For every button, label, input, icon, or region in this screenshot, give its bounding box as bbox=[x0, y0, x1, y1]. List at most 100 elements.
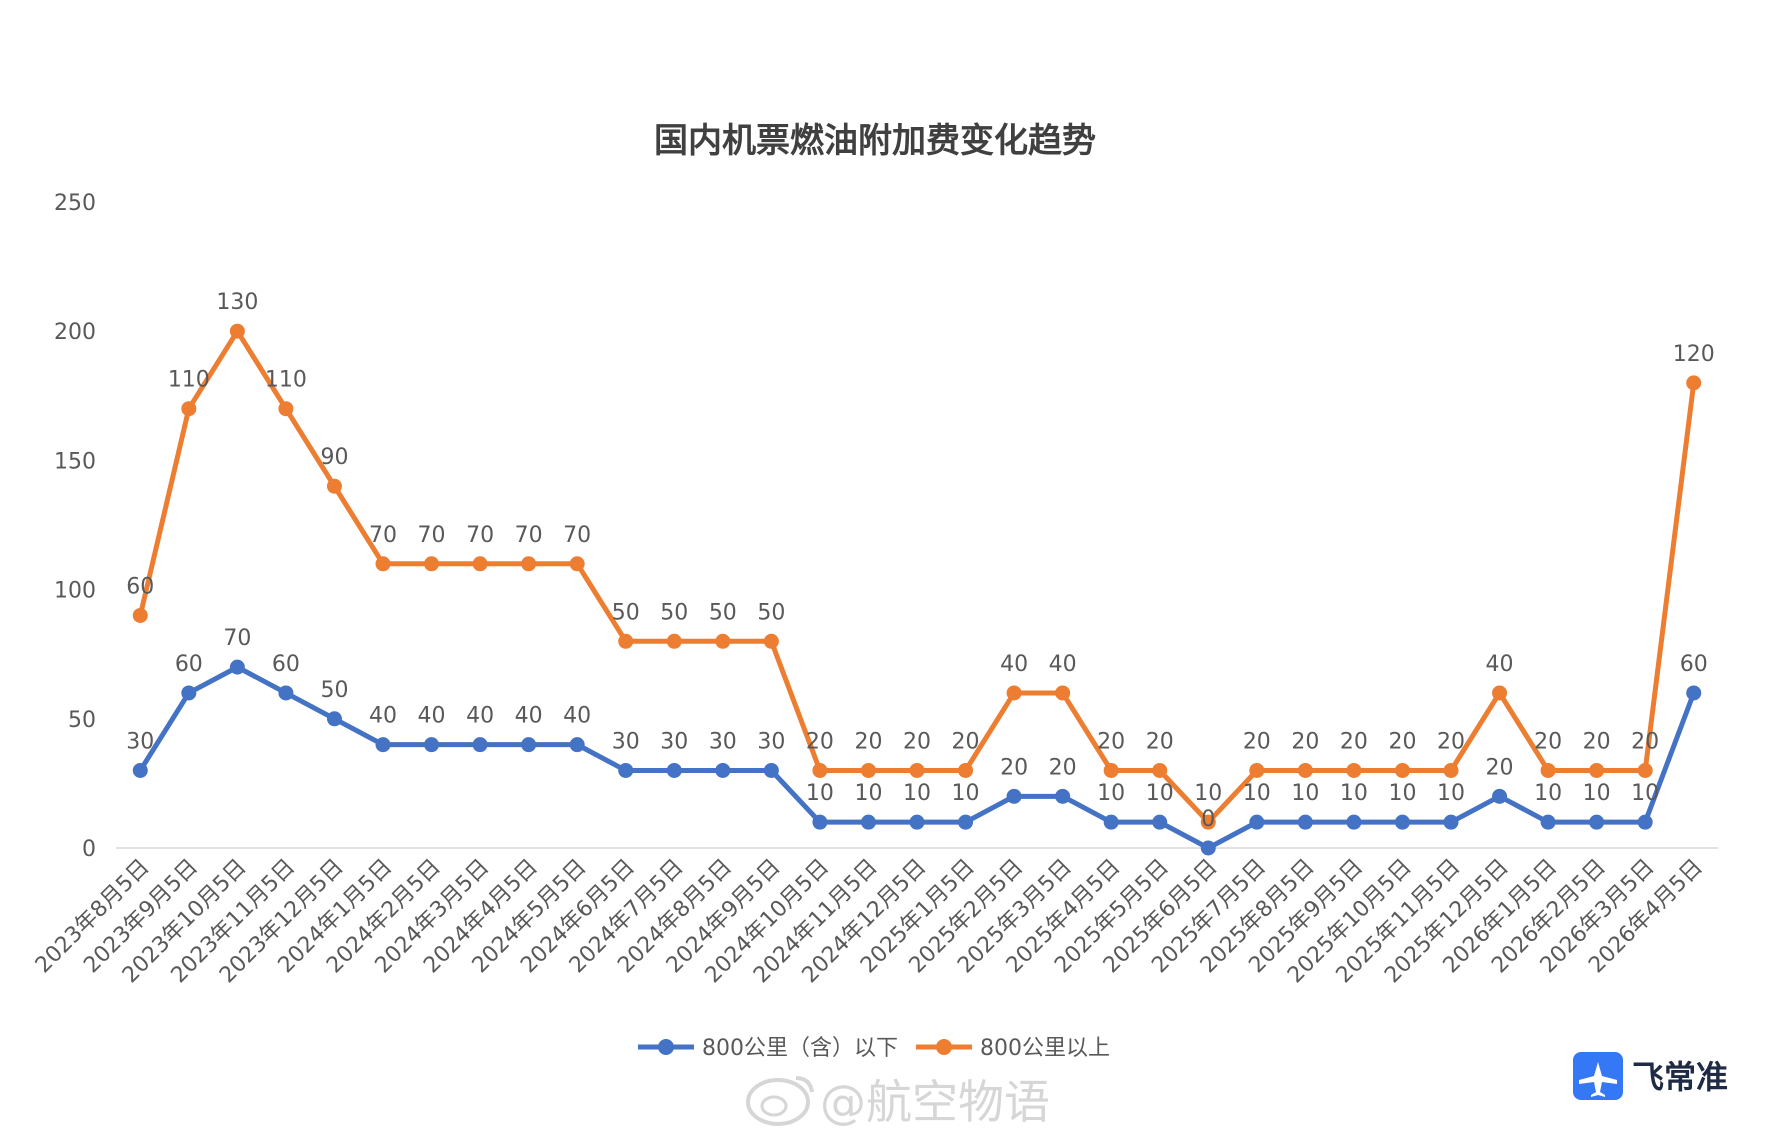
legend: 800公里（含）以下 800公里以上 bbox=[638, 1036, 1110, 1061]
data-point-below-800km bbox=[1492, 788, 1508, 804]
data-point-below-800km bbox=[229, 659, 245, 675]
data-label-below-800km: 40 bbox=[369, 704, 397, 729]
data-label-above-800km: 70 bbox=[369, 523, 397, 548]
data-label-above-800km: 10 bbox=[1194, 781, 1222, 806]
y-tick-label: 150 bbox=[54, 449, 96, 474]
data-point-above-800km bbox=[763, 633, 779, 649]
data-point-above-800km bbox=[812, 762, 828, 778]
data-point-above-800km bbox=[1443, 762, 1459, 778]
data-label-below-800km: 40 bbox=[466, 704, 494, 729]
data-label-below-800km: 10 bbox=[1388, 781, 1416, 806]
data-labels-layer: 30 60 70 60 50 40 40 40 40 40 30 30 30 30 10 10 10 10 20 20… bbox=[126, 290, 1714, 832]
data-label-above-800km: 20 bbox=[1146, 729, 1174, 754]
series-layer bbox=[132, 323, 1702, 856]
legend-label: 800公里以上 bbox=[980, 1036, 1110, 1061]
y-tick-label: 200 bbox=[54, 320, 96, 345]
data-point-below-800km bbox=[424, 737, 440, 753]
data-label-below-800km: 10 bbox=[1097, 781, 1125, 806]
data-label-below-800km: 10 bbox=[1146, 781, 1174, 806]
data-point-above-800km bbox=[229, 323, 245, 339]
data-point-below-800km bbox=[1152, 814, 1168, 830]
data-point-below-800km bbox=[1103, 814, 1119, 830]
y-tick-label: 250 bbox=[54, 191, 96, 216]
data-point-above-800km bbox=[472, 556, 488, 572]
watermark: @航空物语 bbox=[746, 1075, 1050, 1129]
data-point-below-800km bbox=[375, 737, 391, 753]
data-point-above-800km bbox=[181, 401, 197, 417]
data-label-below-800km: 20 bbox=[1000, 755, 1028, 780]
data-point-above-800km bbox=[1637, 762, 1653, 778]
data-label-above-800km: 90 bbox=[320, 445, 348, 470]
data-point-above-800km bbox=[278, 401, 294, 417]
data-point-above-800km bbox=[618, 633, 634, 649]
data-label-above-800km: 20 bbox=[806, 729, 834, 754]
data-point-above-800km bbox=[666, 633, 682, 649]
brand-name: 飞常准 bbox=[1632, 1058, 1728, 1096]
data-label-below-800km: 30 bbox=[709, 729, 737, 754]
weibo-icon bbox=[746, 1076, 814, 1126]
data-label-below-800km: 60 bbox=[272, 652, 300, 677]
data-label-below-800km: 10 bbox=[1340, 781, 1368, 806]
legend-swatch-marker bbox=[658, 1039, 674, 1055]
data-point-below-800km bbox=[715, 762, 731, 778]
data-point-above-800km bbox=[860, 762, 876, 778]
data-label-above-800km: 20 bbox=[952, 729, 980, 754]
data-point-above-800km bbox=[1492, 685, 1508, 701]
data-point-below-800km bbox=[860, 814, 876, 830]
data-label-above-800km: 20 bbox=[903, 729, 931, 754]
watermark-text: @航空物语 bbox=[820, 1075, 1050, 1129]
data-label-above-800km: 20 bbox=[1340, 729, 1368, 754]
data-label-above-800km: 120 bbox=[1673, 342, 1715, 367]
data-point-above-800km bbox=[1394, 762, 1410, 778]
data-point-below-800km bbox=[181, 685, 197, 701]
data-point-below-800km bbox=[1394, 814, 1410, 830]
data-label-below-800km: 10 bbox=[854, 781, 882, 806]
data-label-above-800km: 20 bbox=[1097, 729, 1125, 754]
data-label-above-800km: 20 bbox=[1583, 729, 1611, 754]
legend-label: 800公里（含）以下 bbox=[702, 1036, 898, 1061]
data-label-above-800km: 70 bbox=[515, 523, 543, 548]
data-point-below-800km bbox=[618, 762, 634, 778]
data-point-above-800km bbox=[1589, 762, 1605, 778]
data-point-above-800km bbox=[1346, 762, 1362, 778]
data-point-above-800km bbox=[715, 633, 731, 649]
legend-item-above-800km: 800公里以上 bbox=[916, 1036, 1110, 1061]
data-point-above-800km bbox=[1200, 814, 1216, 830]
data-point-below-800km bbox=[763, 762, 779, 778]
data-label-above-800km: 20 bbox=[1243, 729, 1271, 754]
data-point-above-800km bbox=[1540, 762, 1556, 778]
data-label-below-800km: 10 bbox=[1291, 781, 1319, 806]
data-point-above-800km bbox=[326, 478, 342, 494]
data-label-below-800km: 20 bbox=[1486, 755, 1514, 780]
data-label-below-800km: 20 bbox=[1049, 755, 1077, 780]
data-label-above-800km: 40 bbox=[1000, 652, 1028, 677]
data-point-below-800km bbox=[666, 762, 682, 778]
data-label-above-800km: 70 bbox=[418, 523, 446, 548]
legend-swatch-marker bbox=[936, 1039, 952, 1055]
airplane-logo-icon bbox=[1573, 1052, 1623, 1100]
data-point-below-800km bbox=[132, 762, 148, 778]
data-label-above-800km: 20 bbox=[854, 729, 882, 754]
data-label-above-800km: 70 bbox=[466, 523, 494, 548]
data-label-below-800km: 30 bbox=[660, 729, 688, 754]
data-point-below-800km bbox=[812, 814, 828, 830]
data-point-below-800km bbox=[1297, 814, 1313, 830]
data-point-above-800km bbox=[132, 607, 148, 623]
y-tick-label: 50 bbox=[68, 708, 96, 733]
data-point-below-800km bbox=[958, 814, 974, 830]
data-point-below-800km bbox=[1443, 814, 1459, 830]
x-axis: 2023年8月5日2023年9月5日2023年10月5日2023年11月5日20… bbox=[31, 855, 1708, 989]
data-point-below-800km bbox=[909, 814, 925, 830]
data-point-below-800km bbox=[278, 685, 294, 701]
data-point-above-800km bbox=[1055, 685, 1071, 701]
data-label-below-800km: 30 bbox=[757, 729, 785, 754]
data-label-above-800km: 20 bbox=[1631, 729, 1659, 754]
data-point-above-800km bbox=[1103, 762, 1119, 778]
data-point-below-800km bbox=[1249, 814, 1265, 830]
data-point-below-800km bbox=[521, 737, 537, 753]
data-point-above-800km bbox=[375, 556, 391, 572]
brand-logo: 飞常准 bbox=[1573, 1052, 1728, 1100]
data-label-above-800km: 70 bbox=[563, 523, 591, 548]
data-point-above-800km bbox=[1006, 685, 1022, 701]
